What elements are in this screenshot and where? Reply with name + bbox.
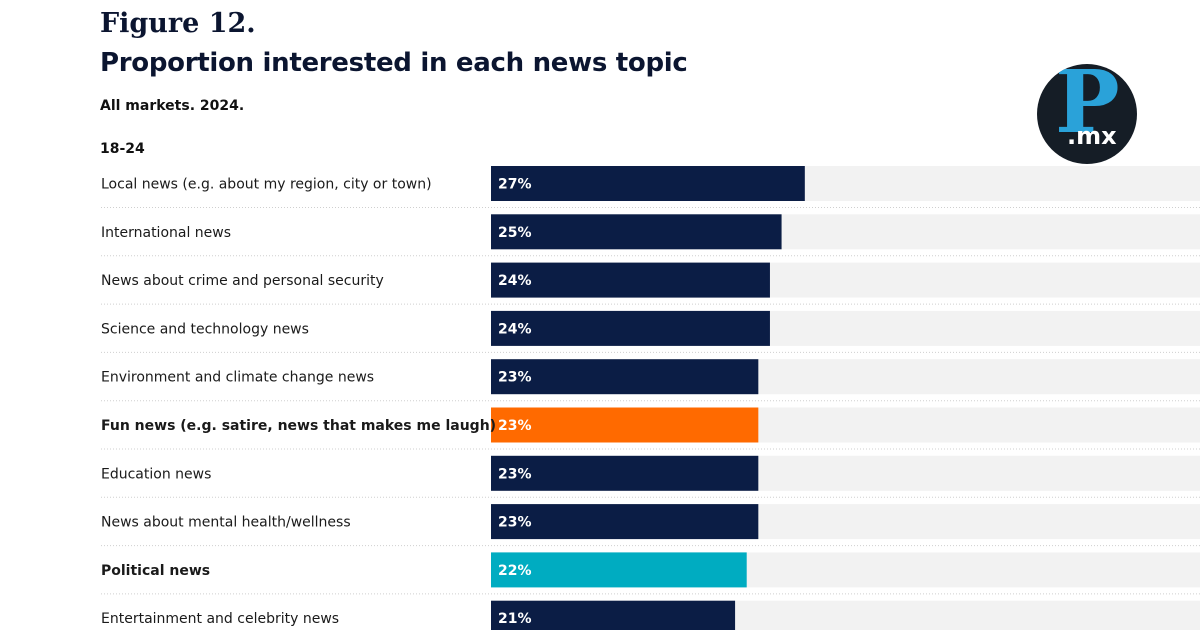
bar [491, 166, 805, 201]
category-label: Entertainment and celebrity news [101, 611, 339, 627]
bar [491, 552, 747, 588]
bar-value-label: 23% [498, 466, 532, 482]
bar [491, 600, 736, 630]
bar [491, 214, 782, 250]
bar-value-label: 24% [498, 321, 532, 337]
bar [491, 310, 770, 346]
bar-value-label: 23% [498, 370, 532, 386]
bar-value-label: 27% [498, 177, 532, 193]
pmx-logo: P .mx [1037, 64, 1137, 164]
category-label: International news [101, 225, 231, 241]
bar [491, 359, 759, 395]
category-label: Education news [101, 466, 211, 482]
bar [491, 504, 759, 540]
logo-suffix: .mx [1067, 122, 1117, 150]
category-label: Local news (e.g. about my region, city o… [101, 177, 432, 193]
bar-value-label: 25% [498, 225, 532, 241]
figure-label: Figure 12. [100, 8, 256, 39]
bar-value-label: 23% [498, 515, 532, 531]
age-group-label: 18-24 [100, 141, 145, 157]
bar [491, 455, 759, 491]
category-label: Environment and climate change news [101, 370, 374, 386]
bar [491, 262, 770, 298]
category-label: Fun news (e.g. satire, news that makes m… [101, 418, 496, 434]
category-label: Science and technology news [101, 321, 309, 337]
category-label: News about mental health/wellness [101, 515, 351, 531]
logo-letter: P [1055, 64, 1120, 153]
category-label: News about crime and personal security [101, 273, 384, 289]
chart-title: Proportion interested in each news topic [100, 48, 688, 78]
bar-value-label: 22% [498, 563, 532, 579]
bar-value-label: 23% [498, 418, 532, 434]
chart-subtitle: All markets. 2024. [100, 98, 245, 114]
category-label: Political news [101, 563, 210, 579]
bar-value-label: 24% [498, 273, 532, 289]
bar [491, 407, 759, 443]
bar-value-label: 21% [498, 611, 532, 627]
